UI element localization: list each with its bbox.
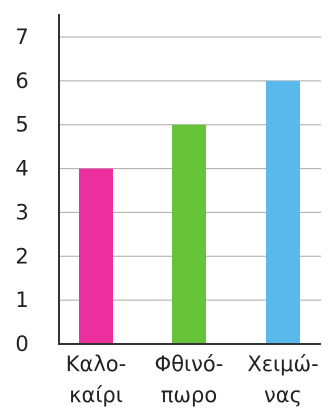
y-tick-label: 0	[15, 332, 28, 356]
y-tick-label: 1	[15, 288, 28, 312]
y-tick-label: 5	[15, 113, 28, 137]
y-tick-label: 7	[15, 25, 28, 49]
y-tick-label: 6	[15, 69, 28, 93]
y-tick-label: 3	[15, 200, 28, 224]
bars	[79, 80, 300, 344]
bar	[79, 168, 113, 344]
bar	[266, 80, 300, 344]
category-label-line1: Φθινό-	[155, 352, 224, 376]
category-labels: Καλο-καίρι Φθινό-πωρο Χειμώ-νας	[66, 352, 319, 407]
category-label-line2: νας	[264, 383, 302, 407]
bar	[172, 124, 206, 344]
y-tick-labels: 0 1 2 3 4 5 6 7	[15, 25, 28, 356]
category-label-line2: καίρι	[69, 383, 123, 407]
category-label-line1: Χειμώ-	[247, 352, 318, 376]
y-tick-label: 2	[15, 244, 28, 268]
category-label-line1: Καλο-	[66, 352, 126, 376]
category-label-line2: πωρο	[161, 383, 217, 407]
y-tick-label: 4	[15, 157, 28, 181]
